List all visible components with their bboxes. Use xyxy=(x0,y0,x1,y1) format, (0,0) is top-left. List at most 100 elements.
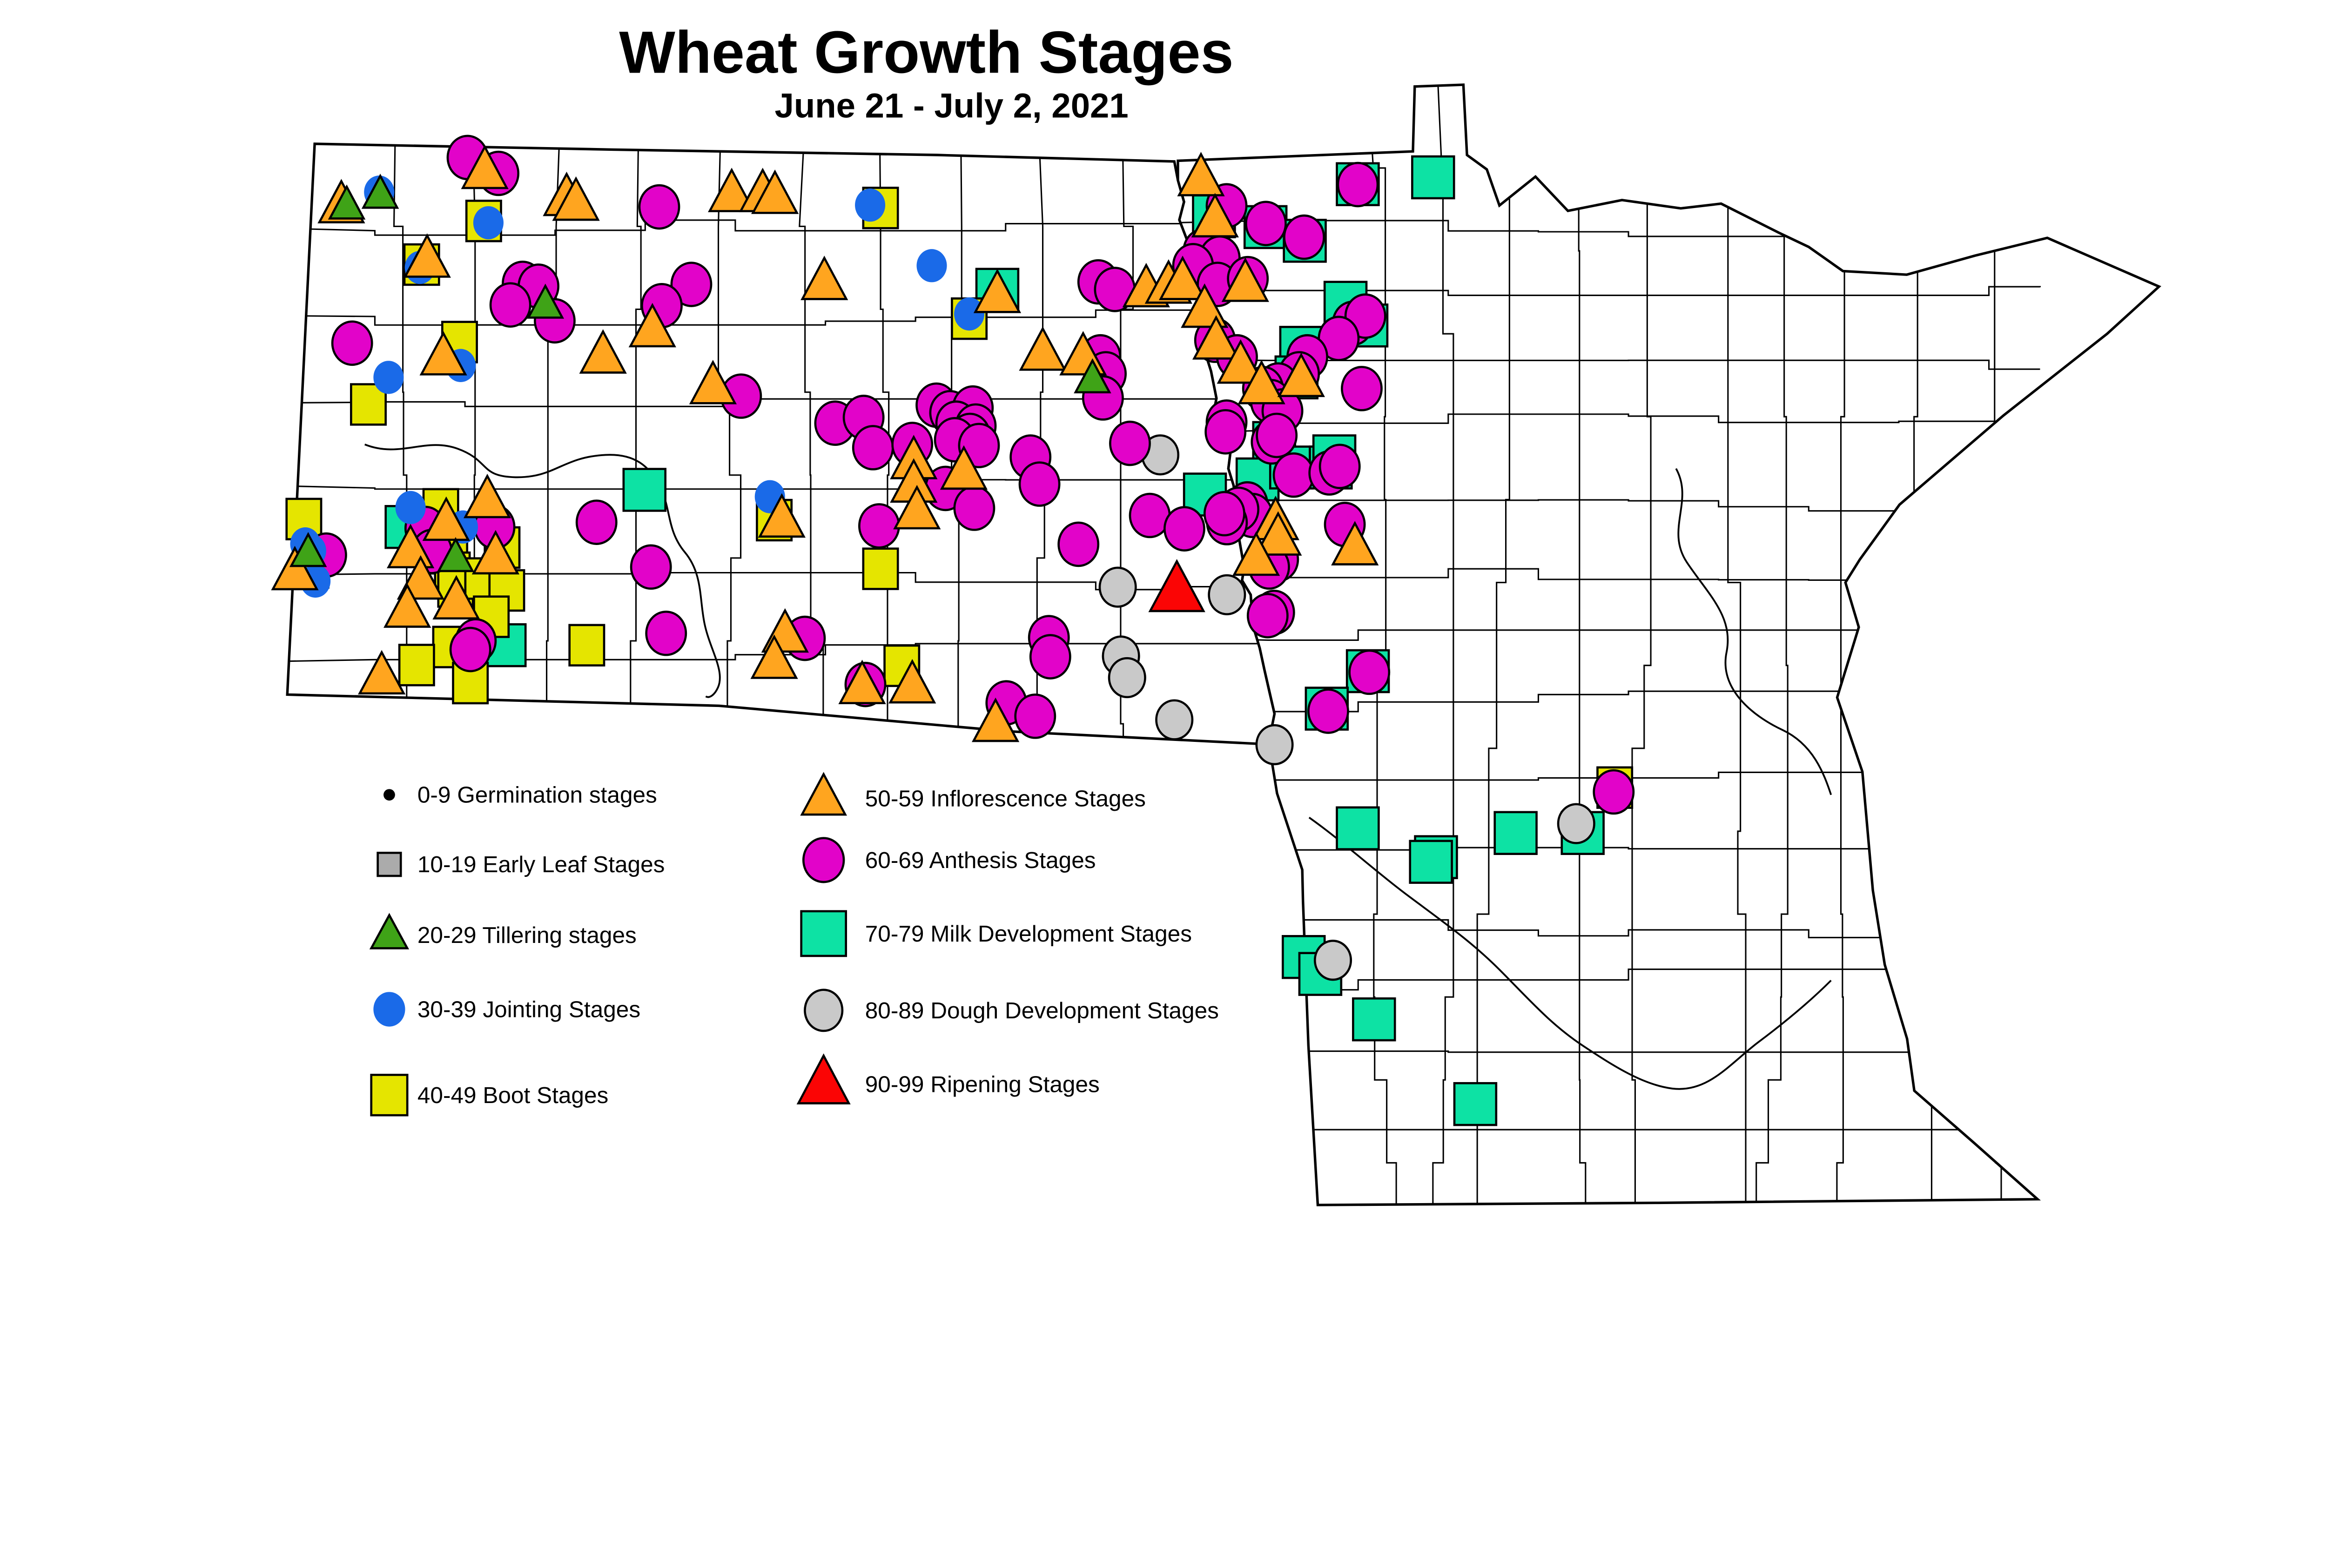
marker-anthesis xyxy=(1337,162,1379,208)
marker-anthesis xyxy=(1307,688,1349,734)
marker-anthesis xyxy=(1057,521,1100,567)
minnesota-river-line xyxy=(1308,816,1832,1090)
marker-inflorescence xyxy=(1191,193,1239,238)
marker-anthesis xyxy=(331,320,373,366)
marker-anthesis xyxy=(1272,452,1315,498)
marker-inflorescence xyxy=(1217,339,1264,384)
marker-anthesis xyxy=(1245,201,1287,246)
marker-anthesis xyxy=(858,503,900,549)
marker-jointing xyxy=(954,297,985,331)
legend-milk-label: 70-79 Milk Development Stages xyxy=(865,921,1192,947)
marker-milk xyxy=(1409,840,1453,884)
marker-jointing xyxy=(473,206,504,240)
marker-inflorescence xyxy=(893,485,941,530)
county-line xyxy=(717,144,742,745)
marker-anthesis xyxy=(670,262,713,307)
marker-anthesis xyxy=(1109,420,1151,466)
marker-inflorescence xyxy=(432,575,480,620)
marker-inflorescence xyxy=(422,496,470,541)
marker-inflorescence xyxy=(1277,352,1325,397)
marker-inflorescence xyxy=(1192,315,1240,360)
marker-dough xyxy=(1557,803,1595,844)
marker-inflorescence xyxy=(940,445,988,490)
marker-milk xyxy=(622,468,667,512)
county-line xyxy=(1177,1129,2040,1132)
marker-inflorescence xyxy=(1221,257,1269,302)
marker-milk xyxy=(1493,811,1538,855)
marker-tillering xyxy=(289,532,327,567)
marker-inflorescence xyxy=(689,360,737,404)
marker-inflorescence xyxy=(973,269,1022,313)
legend-boot-label: 40-49 Boot Stages xyxy=(417,1082,608,1108)
marker-anthesis xyxy=(1029,634,1071,680)
marker-anthesis xyxy=(1348,649,1391,695)
county-line xyxy=(1715,85,1747,1205)
marker-boot xyxy=(398,644,435,686)
marker-inflorescence xyxy=(419,331,467,376)
marker-inflorescence xyxy=(758,493,806,538)
marker-inflorescence xyxy=(463,473,511,518)
legend-tillering-label: 20-29 Tillering stages xyxy=(417,922,637,948)
marker-dough xyxy=(1098,566,1137,608)
marker-inflorescence xyxy=(552,176,600,221)
page-subtitle: June 21 - July 2, 2021 xyxy=(774,86,1128,125)
county-line xyxy=(1631,85,1652,1205)
marker-inflorescence xyxy=(383,583,431,628)
county-line xyxy=(1913,85,1933,1205)
marker-anthesis xyxy=(1246,593,1289,639)
marker-anthesis xyxy=(953,485,995,531)
legend-tillering-icon xyxy=(369,913,410,949)
marker-anthesis xyxy=(645,610,687,656)
legend-early-leaf-label: 10-19 Early Leaf Stages xyxy=(417,851,665,877)
marker-anthesis xyxy=(1341,366,1383,411)
minnesota-outline xyxy=(1177,83,2162,1206)
legend-jointing-label: 30-39 Jointing Stages xyxy=(417,996,640,1023)
marker-milk xyxy=(1336,806,1380,850)
marker-inflorescence xyxy=(579,329,627,374)
marker-anthesis xyxy=(1318,444,1361,489)
legend-germination-label: 0-9 Germination stages xyxy=(417,782,657,808)
legend-inflorescence-icon xyxy=(800,772,847,816)
marker-inflorescence xyxy=(750,634,798,679)
marker-anthesis xyxy=(1203,491,1245,537)
marker-inflorescence xyxy=(471,530,520,575)
county-line xyxy=(1177,919,2040,938)
legend-germination-icon xyxy=(383,789,395,801)
marker-anthesis xyxy=(449,626,491,673)
marker-jointing xyxy=(395,491,426,525)
marker-tillering xyxy=(437,537,475,572)
county-line xyxy=(1578,85,1587,1205)
mississippi-river-line xyxy=(1675,468,1832,795)
marker-inflorescence xyxy=(1331,521,1379,565)
marker-anthesis xyxy=(1018,461,1061,507)
page-title: Wheat Growth Stages xyxy=(619,19,1233,86)
legend-dough-label: 80-89 Dough Development Stages xyxy=(865,997,1219,1023)
marker-dough xyxy=(1155,699,1194,740)
county-line xyxy=(1476,85,1511,1205)
marker-anthesis xyxy=(1204,409,1247,455)
map-canvas: Wheat Growth Stages June 21 - July 2, 20… xyxy=(271,19,2162,1206)
marker-anthesis xyxy=(1164,506,1205,552)
marker-anthesis xyxy=(638,184,680,230)
marker-inflorescence xyxy=(1158,256,1207,300)
marker-anthesis xyxy=(1283,214,1325,260)
marker-inflorescence xyxy=(1019,326,1067,371)
marker-inflorescence xyxy=(1177,152,1225,196)
marker-dough xyxy=(1108,657,1146,699)
marker-jointing xyxy=(855,188,886,222)
marker-dough xyxy=(1255,724,1294,766)
county-line xyxy=(1432,85,1454,1205)
marker-boot xyxy=(568,624,605,666)
county-line xyxy=(1177,286,2041,296)
marker-milk xyxy=(1352,997,1396,1042)
marker-anthesis xyxy=(1014,693,1056,739)
marker-anthesis xyxy=(1256,412,1298,458)
county-line xyxy=(1755,85,1789,1205)
marker-inflorescence xyxy=(1254,511,1302,556)
legend-inflorescence-label: 50-59 Inflorescence Stages xyxy=(865,785,1146,811)
marker-jointing xyxy=(916,249,947,283)
legend-dough-icon xyxy=(804,989,844,1032)
legend-ripening-label: 90-99 Ripening Stages xyxy=(865,1071,1100,1097)
marker-inflorescence xyxy=(800,256,848,300)
marker-anthesis xyxy=(489,282,531,328)
